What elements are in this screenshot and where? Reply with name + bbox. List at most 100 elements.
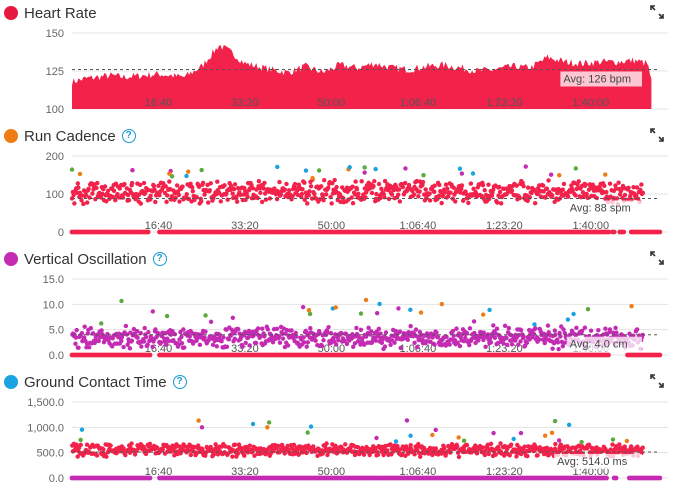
scatter-point [402,180,408,186]
scatter-point [143,334,149,340]
scatter-point [585,306,591,312]
scatter-point [556,346,561,352]
scatter-point [90,191,95,196]
scatter-point [232,442,238,447]
scatter-point [517,195,522,201]
scatter-point [604,189,609,195]
scatter-point [375,452,381,457]
scatter-point [303,328,309,334]
scatter-point [443,182,449,187]
help-icon[interactable]: ? [121,129,136,143]
scatter-point [471,186,476,192]
y-tick-label: 15.0 [43,274,64,286]
scatter-point [304,344,309,349]
heart-rate-panel: Heart Rate 150 125 100 16:40 33:20 50:00 1:06:… [0,3,676,120]
scatter-point [296,452,301,457]
y-tick-label: 0 [58,227,64,239]
scatter-point [369,190,375,196]
scatter-point [232,182,238,187]
scatter-point [266,420,272,425]
scatter-point [247,343,252,348]
scatter-point [400,184,406,190]
run-cadence-legend-dot [4,129,18,143]
y-tick-label: 0.0 [49,473,64,485]
scatter-point [69,167,75,172]
scatter-point [78,437,83,443]
scatter-point [482,452,488,458]
x-tick-label-overlay: 33:20 [231,97,259,109]
scatter-point [634,327,640,332]
scatter-point [186,169,191,174]
scatter-point [146,330,151,335]
scatter-point [459,186,464,192]
scatter-point [99,328,104,333]
scatter-point [177,199,182,204]
scatter-point [84,200,90,205]
x-tick-label: 16:40 [145,220,173,232]
scatter-point [459,183,465,188]
scatter-point [255,326,261,331]
scatter-point [468,181,474,186]
scatter-point [471,319,477,324]
scatter-point [184,191,189,197]
scatter-point [261,186,266,191]
scatter-point [590,182,595,187]
scatter-point [270,340,276,345]
scatter-point [373,166,378,172]
scatter-point [553,441,558,447]
scatter-point [549,430,555,435]
scatter-point [514,454,519,459]
scatter-point [432,189,437,194]
scatter-point [190,185,195,190]
scatter-point [368,329,374,334]
scatter-point [319,343,325,349]
scatter-point [199,425,205,430]
scatter-point [571,311,576,317]
scatter-point [262,334,267,339]
heart-rate-chart: 150 125 100 16:40 33:20 50:00 1:06:40 1:23:20 1:… [46,28,668,116]
expand-icon[interactable] [650,128,664,142]
scatter-point [363,297,369,303]
scatter-point [404,418,410,423]
scatter-point [142,325,147,331]
expand-icon[interactable] [650,374,664,388]
scatter-point [165,193,170,198]
ground-contact-time-legend-dot [4,375,18,389]
scatter-point [196,418,201,423]
x-tick-label-overlay: 1:23:20 [486,97,523,109]
scatter-point [518,327,524,333]
scatter-point [374,435,379,441]
scatter-point [565,317,571,322]
scatter-point [546,178,551,183]
vertical-oscillation-title-row: Vertical Oscillation ? [0,249,167,269]
scatter-point [72,201,77,206]
scatter-point [391,187,396,193]
help-icon[interactable]: ? [152,252,167,266]
x-tick-label-overlay: 50:00 [318,97,346,109]
scatter-point [105,188,111,194]
ground-contact-time-title-row: Ground Contact Time ? [0,372,187,392]
scatter-point [347,165,352,170]
scatter-point [596,328,601,333]
scatter-point [180,184,185,189]
scatter-point [274,326,280,332]
scatter-point [501,341,506,346]
help-icon[interactable]: ? [172,375,187,389]
expand-icon[interactable] [650,251,664,265]
scatter-point [324,441,329,446]
scatter-point [138,330,143,336]
scatter-point [456,454,462,460]
scatter-point [463,335,468,341]
scatter-point [202,335,207,340]
scatter-point [200,447,205,452]
scatter-point [577,448,583,453]
scatter-point [397,329,403,334]
scatter-point [119,338,124,344]
scatter-point [230,454,235,459]
scatter-point [552,199,557,205]
expand-icon[interactable] [650,5,664,19]
scatter-point [488,441,494,447]
scatter-point [362,170,367,175]
scatter-point [358,327,364,333]
scatter-point [205,182,210,188]
